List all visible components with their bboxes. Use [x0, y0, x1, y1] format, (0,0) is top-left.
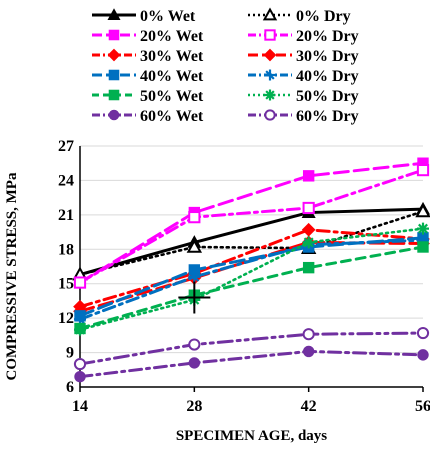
- series-50pct-dry: [74, 222, 429, 336]
- data-point-20pct-wet-42: [302, 170, 315, 182]
- series-line-0pct-dry: [78, 210, 425, 276]
- y-tick-label-27: 27: [58, 138, 74, 155]
- legend-label-30pct-wet: 30% Wet: [140, 48, 204, 65]
- legend-label-50pct-dry: 50% Dry: [296, 88, 359, 105]
- series-line-50pct-wet: [78, 245, 425, 330]
- gridlines: [80, 145, 423, 354]
- x-tick-label-28: 28: [186, 398, 202, 415]
- legend-label-60pct-wet: 60% Wet: [140, 108, 204, 125]
- data-point-50pct-wet-42: [302, 261, 315, 274]
- y-tick-label-9: 9: [66, 345, 74, 362]
- data-point-40pct-dry-28: [188, 270, 201, 283]
- legend-swatch-marker-0pct-dry: [262, 7, 278, 21]
- series-line-20pct-dry: [78, 168, 425, 285]
- legend-item-40pct-wet: 40% Wet: [92, 68, 204, 85]
- data-point-20pct-dry-14: [73, 276, 87, 289]
- legend-label-60pct-dry: 60% Dry: [296, 108, 359, 125]
- legend-label-50pct-wet: 50% Wet: [140, 88, 204, 105]
- x-tick-label-42: 42: [301, 398, 317, 415]
- x-axis-title: SPECIMEN AGE, days: [176, 428, 327, 444]
- legend-item-0pct-dry: 0% Dry: [248, 7, 351, 25]
- legend-label-40pct-dry: 40% Dry: [296, 68, 359, 85]
- legend-label-0pct-dry: 0% Dry: [296, 8, 351, 25]
- data-point-60pct-wet-28: [188, 357, 201, 369]
- legend-swatch-marker-30pct-dry: [263, 48, 277, 62]
- legend-swatch-marker-0pct-wet: [107, 8, 121, 20]
- legend-item-60pct-dry: 60% Dry: [248, 108, 359, 125]
- series-line-0pct-wet: [78, 207, 425, 277]
- series-line-60pct-wet: [78, 349, 425, 379]
- y-tick-label-6: 6: [66, 379, 74, 396]
- series-line-60pct-dry: [78, 331, 425, 366]
- legend-swatch-marker-20pct-dry: [264, 29, 276, 41]
- y-tick-label-12: 12: [58, 310, 74, 327]
- data-point-60pct-wet-56: [417, 349, 429, 361]
- annotations: [178, 281, 211, 314]
- y-tick-label-15: 15: [58, 276, 74, 293]
- legend-item-40pct-dry: 40% Dry: [248, 68, 359, 85]
- legend-swatch-marker-60pct-dry: [264, 109, 276, 121]
- series-40pct-wet: [74, 232, 429, 322]
- legend-swatch-marker-20pct-wet: [108, 29, 120, 41]
- data-point-50pct-wet-56: [417, 241, 429, 253]
- legend-label-20pct-wet: 20% Wet: [140, 28, 204, 45]
- legend-item-30pct-wet: 30% Wet: [92, 48, 204, 65]
- cross-marker-annotation-0: [178, 281, 211, 314]
- legend-item-20pct-dry: 20% Dry: [248, 28, 359, 45]
- legend: 0% Wet 0% Dry 20% Wet 20% Dry 30% Wet 30% Dry…: [92, 7, 359, 125]
- series-20pct-wet: [74, 157, 429, 289]
- data-point-20pct-dry-42: [302, 201, 315, 215]
- legend-swatch-marker-50pct-dry: [264, 89, 276, 101]
- legend-item-20pct-wet: 20% Wet: [92, 28, 204, 45]
- series-60pct-wet: [74, 345, 429, 383]
- y-tick-label-21: 21: [58, 207, 74, 224]
- data-point-60pct-dry-28: [188, 338, 201, 351]
- series-line-50pct-dry: [78, 227, 425, 331]
- data-point-50pct-dry-14: [74, 323, 86, 336]
- series-20pct-dry: [73, 164, 430, 289]
- series-line-20pct-wet: [78, 161, 425, 285]
- legend-item-50pct-wet: 50% Wet: [92, 88, 204, 105]
- axes: 6 9 12 15 18 21 24 27 14 28 42 56: [58, 138, 430, 415]
- legend-swatch-marker-30pct-wet: [107, 48, 121, 62]
- legend-label-30pct-dry: 30% Dry: [296, 48, 359, 65]
- series-line-30pct-wet: [78, 228, 425, 309]
- x-tick-label-56: 56: [415, 398, 430, 415]
- legend-item-50pct-dry: 50% Dry: [248, 88, 359, 105]
- data-point-0pct-dry-56: [415, 203, 430, 218]
- legend-swatch-marker-60pct-wet: [108, 109, 120, 121]
- data-point-50pct-dry-42: [302, 236, 315, 249]
- data-point-0pct-dry-28: [186, 238, 203, 253]
- data-point-30pct-wet-42: [301, 222, 316, 237]
- series-layer: [72, 157, 430, 383]
- data-point-60pct-wet-14: [74, 370, 86, 383]
- legend-swatch-marker-40pct-dry: [264, 69, 276, 81]
- legend-label-0pct-wet: 0% Wet: [140, 8, 196, 25]
- data-point-20pct-dry-56: [416, 164, 430, 177]
- series-line-40pct-wet: [78, 236, 425, 318]
- data-point-60pct-dry-56: [416, 326, 430, 340]
- data-point-60pct-dry-42: [302, 328, 315, 341]
- data-point-60pct-dry-14: [73, 357, 87, 371]
- legend-swatch-marker-50pct-wet: [108, 89, 120, 101]
- y-tick-label-18: 18: [58, 241, 74, 258]
- legend-label-20pct-dry: 20% Dry: [296, 28, 359, 45]
- x-tick-label-14: 14: [72, 398, 88, 415]
- legend-label-40pct-wet: 40% Wet: [140, 68, 204, 85]
- legend-swatch-marker-40pct-wet: [108, 69, 120, 81]
- data-point-60pct-wet-42: [302, 345, 315, 358]
- series-line-40pct-dry: [78, 238, 425, 321]
- data-point-20pct-dry-28: [188, 211, 201, 224]
- series-60pct-dry: [73, 326, 430, 371]
- legend-item-60pct-wet: 60% Wet: [92, 108, 204, 125]
- y-axis-title: COMPRESSIVE STRESS, MPa: [4, 172, 20, 380]
- data-point-50pct-dry-56: [417, 222, 429, 235]
- series-30pct-wet: [73, 222, 430, 314]
- y-tick-label-24: 24: [58, 172, 74, 189]
- legend-item-0pct-wet: 0% Wet: [92, 8, 196, 25]
- legend-item-30pct-dry: 30% Dry: [248, 48, 359, 65]
